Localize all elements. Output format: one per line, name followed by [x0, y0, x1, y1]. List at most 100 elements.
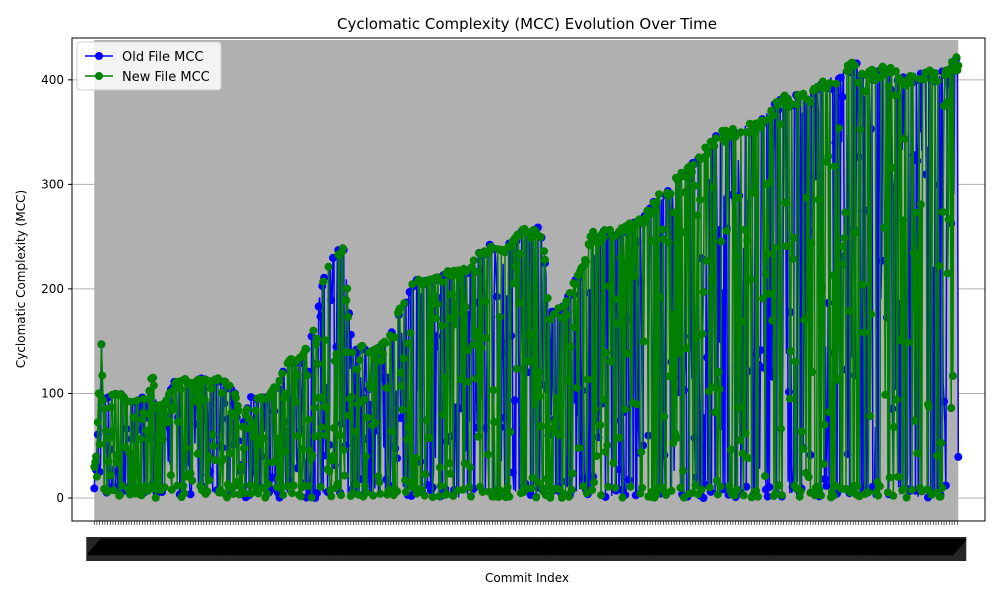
data-point [173, 481, 182, 490]
data-point [936, 492, 945, 501]
data-point [209, 442, 218, 450]
data-point [203, 487, 212, 496]
data-point [106, 471, 115, 480]
data-point [406, 328, 415, 337]
data-point [422, 416, 431, 425]
data-point [616, 253, 625, 262]
data-point [191, 397, 200, 406]
data-point [885, 473, 894, 482]
data-point [214, 374, 223, 383]
data-point [810, 491, 819, 500]
data-point [604, 482, 613, 491]
data-point [166, 471, 175, 480]
data-point [770, 243, 779, 252]
y-axis-ticks: 0 100 200 300 400 [41, 73, 72, 505]
data-point [540, 247, 549, 256]
data-point [95, 440, 104, 449]
series-lines [90, 53, 963, 502]
data-point [749, 188, 758, 197]
legend-label-old: Old File MCC [122, 50, 204, 65]
data-point [532, 493, 541, 502]
data-point [736, 436, 744, 445]
legend-marker-old [95, 52, 103, 60]
data-point [864, 488, 873, 497]
data-point [461, 302, 470, 311]
data-point [916, 200, 925, 209]
data-point [708, 383, 717, 392]
data-point [404, 423, 413, 432]
data-point [170, 402, 179, 411]
data-point [345, 411, 353, 420]
data-point [90, 484, 99, 493]
data-point [382, 384, 391, 393]
data-point [954, 452, 963, 461]
data-point [665, 372, 674, 381]
data-point [727, 445, 736, 454]
data-point [534, 368, 543, 377]
data-point [889, 491, 898, 500]
data-point [229, 489, 238, 498]
data-point [611, 483, 620, 492]
x-tick-labels [86, 521, 967, 561]
data-point [859, 328, 868, 337]
data-point [516, 249, 524, 258]
data-point [355, 356, 364, 365]
data-point [530, 399, 539, 408]
data-point [603, 441, 612, 450]
data-point [116, 491, 125, 500]
data-point [537, 422, 546, 431]
data-point [468, 340, 477, 349]
data-point [511, 262, 520, 271]
data-point [789, 233, 798, 242]
data-point [381, 338, 390, 347]
data-point [818, 284, 826, 292]
data-point [954, 61, 963, 70]
data-point [696, 195, 704, 204]
data-point [691, 481, 700, 490]
data-point [793, 100, 802, 109]
data-point [676, 483, 685, 492]
data-point [313, 334, 321, 343]
data-point [679, 466, 687, 475]
data-point [369, 491, 378, 500]
data-point [400, 299, 409, 308]
data-point [698, 329, 707, 338]
data-point [342, 296, 351, 305]
data-point [339, 445, 348, 454]
data-point [182, 444, 190, 453]
data-point [446, 469, 455, 478]
data-point [658, 225, 667, 234]
data-point [113, 458, 122, 467]
data-point [606, 357, 615, 366]
data-point [900, 134, 909, 143]
data-point [653, 197, 662, 206]
data-point [776, 120, 785, 129]
data-point [439, 410, 448, 419]
data-point [510, 396, 519, 405]
data-point [899, 216, 908, 225]
data-point [583, 375, 592, 384]
data-point [176, 385, 185, 394]
y-tick-label: 200 [41, 282, 64, 296]
data-point [489, 386, 498, 395]
data-point [896, 336, 905, 345]
plot-area: 0 100 200 300 400 [41, 37, 986, 561]
data-point [599, 233, 608, 242]
data-point [844, 66, 853, 74]
data-point [288, 489, 296, 498]
data-point [892, 395, 901, 404]
data-point [939, 208, 948, 217]
data-point [715, 385, 724, 394]
data-point [829, 491, 838, 500]
data-point [859, 280, 867, 289]
data-point [835, 376, 844, 385]
data-point [515, 298, 524, 307]
data-point [567, 485, 576, 494]
data-point [626, 482, 635, 491]
data-point [315, 431, 324, 440]
data-point [712, 476, 721, 485]
data-point [343, 284, 352, 293]
data-point [731, 132, 740, 141]
data-point [495, 313, 504, 322]
data-point [471, 267, 480, 276]
